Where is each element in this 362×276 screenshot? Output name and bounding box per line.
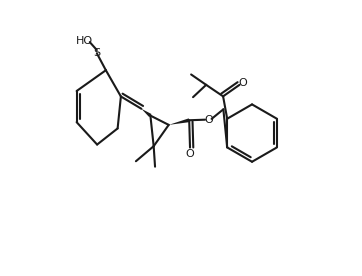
Text: O: O	[204, 115, 213, 125]
Polygon shape	[142, 109, 152, 117]
Text: O: O	[239, 78, 247, 89]
Text: S: S	[93, 48, 100, 58]
Polygon shape	[169, 118, 190, 125]
Text: O: O	[186, 148, 194, 159]
Text: HO: HO	[76, 36, 93, 46]
